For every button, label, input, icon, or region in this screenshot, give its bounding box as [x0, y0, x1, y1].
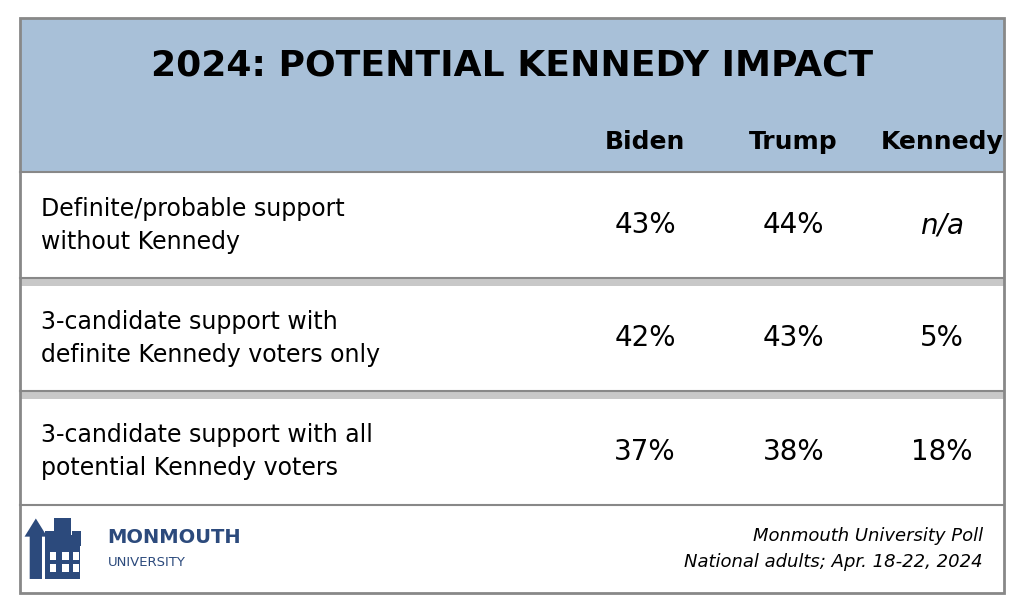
Bar: [20, 172, 1004, 278]
Bar: [50, 552, 56, 560]
Text: 3-candidate support with all
potential Kennedy voters: 3-candidate support with all potential K…: [41, 423, 373, 480]
Bar: [20, 505, 1004, 593]
Text: 44%: 44%: [763, 211, 824, 240]
Bar: [50, 564, 56, 572]
Text: Monmouth University Poll
National adults; Apr. 18-22, 2024: Monmouth University Poll National adults…: [684, 526, 983, 571]
Bar: [20, 278, 1004, 286]
Text: Biden: Biden: [605, 130, 685, 154]
Text: Definite/probable support
without Kennedy: Definite/probable support without Kenned…: [41, 197, 345, 254]
Bar: [20, 286, 1004, 391]
FancyArrow shape: [25, 518, 47, 579]
Text: 37%: 37%: [614, 437, 676, 466]
Text: 43%: 43%: [763, 324, 824, 353]
Text: 38%: 38%: [763, 437, 824, 466]
Text: 43%: 43%: [614, 211, 676, 240]
Text: 42%: 42%: [614, 324, 676, 353]
Text: 5%: 5%: [921, 324, 964, 353]
Text: Kennedy: Kennedy: [881, 130, 1004, 154]
Bar: [62, 552, 69, 560]
Bar: [45, 531, 54, 546]
Bar: [20, 399, 1004, 505]
Text: MONMOUTH: MONMOUTH: [108, 528, 241, 548]
Bar: [20, 18, 1004, 112]
Bar: [73, 564, 79, 572]
Text: Trump: Trump: [750, 130, 838, 154]
Bar: [20, 391, 1004, 399]
Bar: [54, 518, 71, 535]
Text: 2024: POTENTIAL KENNEDY IMPACT: 2024: POTENTIAL KENNEDY IMPACT: [151, 48, 873, 82]
Text: 3-candidate support with
definite Kennedy voters only: 3-candidate support with definite Kenned…: [41, 310, 380, 367]
Bar: [72, 531, 81, 546]
Text: 18%: 18%: [911, 437, 973, 466]
Bar: [45, 535, 80, 579]
Text: n/a: n/a: [921, 211, 964, 240]
Bar: [20, 112, 1004, 172]
Bar: [62, 564, 69, 572]
Bar: [73, 552, 79, 560]
Text: UNIVERSITY: UNIVERSITY: [108, 555, 185, 569]
